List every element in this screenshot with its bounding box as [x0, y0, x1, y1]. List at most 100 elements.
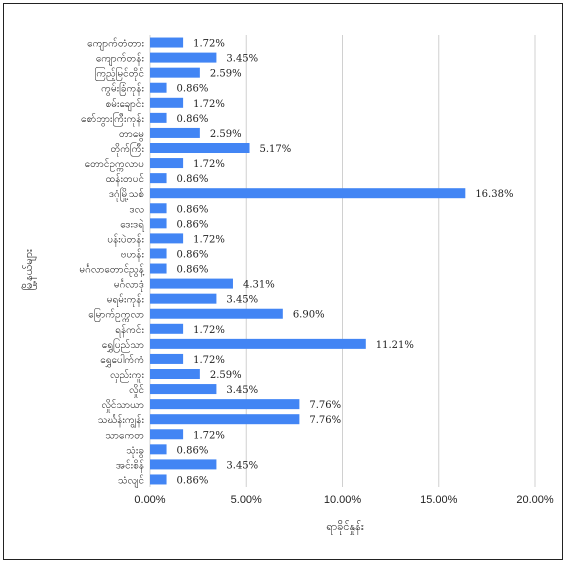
value-label: 6.90% [293, 310, 325, 321]
bar [150, 233, 184, 244]
value-label: 2.59% [210, 69, 242, 80]
y-axis-title: မြို့နယ်များ [21, 249, 37, 291]
category-label: ကျောက်တံတား [87, 37, 144, 52]
value-label: 4.31% [243, 280, 275, 291]
bar [150, 384, 217, 395]
bar [150, 308, 283, 319]
bar [150, 158, 184, 169]
bar [150, 127, 200, 138]
bar [150, 459, 217, 470]
category-label: သံလျင် [118, 473, 144, 488]
value-label: 3.45% [226, 295, 258, 306]
bar [150, 67, 200, 78]
category-label: မင်္ဂလာဒုံ [114, 278, 144, 293]
category-label: မရမ်းကုန်း [107, 293, 145, 308]
value-label: 1.72% [193, 39, 225, 50]
bar [150, 263, 167, 274]
value-label: 3.45% [226, 385, 258, 396]
category-label: တိုက်ကြီး [110, 141, 144, 157]
category-label: ထန်းတပင် [106, 172, 144, 187]
category-label: လှိုင် [129, 383, 144, 398]
category-label: စမ်းချောင်း [106, 97, 145, 112]
value-label: 0.86% [177, 204, 209, 215]
value-label: 2.59% [210, 370, 242, 381]
value-label: 1.72% [193, 99, 225, 110]
category-label: တာမွေ [119, 129, 144, 142]
category-label: မြောက်ဥက္ကလာ [88, 307, 144, 323]
value-labels: 1.72%3.45%2.59%0.86%1.72%0.86%2.59%5.17%… [177, 39, 514, 487]
value-label: 0.86% [177, 475, 209, 486]
category-label: အင်းစိန် [116, 458, 144, 473]
bar [150, 173, 167, 184]
value-label: 1.72% [193, 430, 225, 441]
gridlines [149, 35, 536, 487]
category-label: ရန်ကင်း [115, 323, 144, 338]
category-label: သုံးခွ [126, 445, 144, 458]
x-tick-labels: 0.00% 5.00% 10.00% 15.00% 20.00% [134, 494, 553, 506]
category-label: သင်္ဃန်းကျွန်း [98, 413, 145, 429]
value-label: 1.72% [193, 325, 225, 336]
bar [150, 97, 184, 108]
bar [150, 248, 167, 259]
category-labels: ကျောက်တံတားကျောက်တန်းကြည့်မြင်တိုင်ကွမ်း… [79, 37, 145, 489]
value-label: 3.45% [226, 54, 258, 65]
bar [150, 143, 250, 153]
bar [150, 112, 167, 123]
value-label: 7.76% [309, 415, 341, 426]
x-tick-label: 15.00% [420, 494, 458, 506]
category-label: ပန်းပဲတန်း [107, 232, 144, 247]
bar [150, 188, 466, 199]
category-label: ဒေးဒရဲ [120, 218, 144, 233]
value-label: 0.86% [177, 265, 209, 276]
value-label: 11.21% [376, 340, 414, 351]
bar [150, 52, 217, 63]
value-label: 1.72% [193, 159, 225, 170]
value-label: 0.86% [177, 84, 209, 95]
bar [150, 444, 167, 455]
value-label: 5.17% [260, 144, 292, 155]
category-label: ဒလ [129, 204, 144, 215]
category-label: ကွမ်းခြံကုန်း [101, 81, 144, 97]
x-tick-label: 0.00% [134, 494, 165, 506]
category-label: လှိုင်သာယာ [101, 398, 144, 413]
bar [150, 203, 167, 214]
category-label: ကြည့်မြင်တိုင် [95, 66, 144, 82]
category-label: ရွှေပြည်သာ [102, 337, 144, 353]
value-label: 16.38% [475, 189, 513, 200]
bars [150, 37, 466, 485]
category-label: လှည်းကူး [110, 368, 144, 383]
bar [150, 414, 300, 425]
x-tick-label: 10.00% [324, 494, 362, 506]
bar [150, 323, 184, 334]
chart-frame [3, 3, 563, 560]
value-label: 3.45% [226, 460, 258, 471]
category-label: စော်ဘွားကြီးကုန်း [81, 111, 144, 127]
bar [150, 218, 167, 229]
bar [150, 399, 300, 410]
value-label: 0.86% [177, 174, 209, 185]
value-label: 0.86% [177, 445, 209, 456]
x-tick-label: 20.00% [516, 494, 554, 506]
bar [150, 82, 167, 93]
value-label: 2.59% [210, 129, 242, 140]
category-label: မင်္ဂလာတောင်ညွန့် [79, 263, 145, 278]
category-label: ရွှေပေါက်ကံ [100, 353, 144, 368]
category-label: ဗဟန်း [121, 247, 145, 262]
value-label: 1.72% [193, 234, 225, 245]
category-label: သာကေတ [105, 430, 144, 441]
category-label: ဒဂုံမြို့သစ် [109, 186, 144, 202]
bar [150, 278, 233, 289]
bar [150, 369, 200, 379]
bar [150, 353, 184, 364]
bar [150, 474, 167, 485]
category-label: ကျောက်တန်း [96, 52, 145, 67]
bar [150, 338, 366, 349]
value-label: 0.86% [177, 219, 209, 230]
x-axis-title: ရာခိုင်နှုန်း [326, 520, 364, 535]
value-label: 0.86% [177, 114, 209, 125]
bar [150, 37, 184, 48]
value-label: 1.72% [193, 355, 225, 366]
value-label: 7.76% [309, 400, 341, 411]
bar [150, 293, 217, 304]
